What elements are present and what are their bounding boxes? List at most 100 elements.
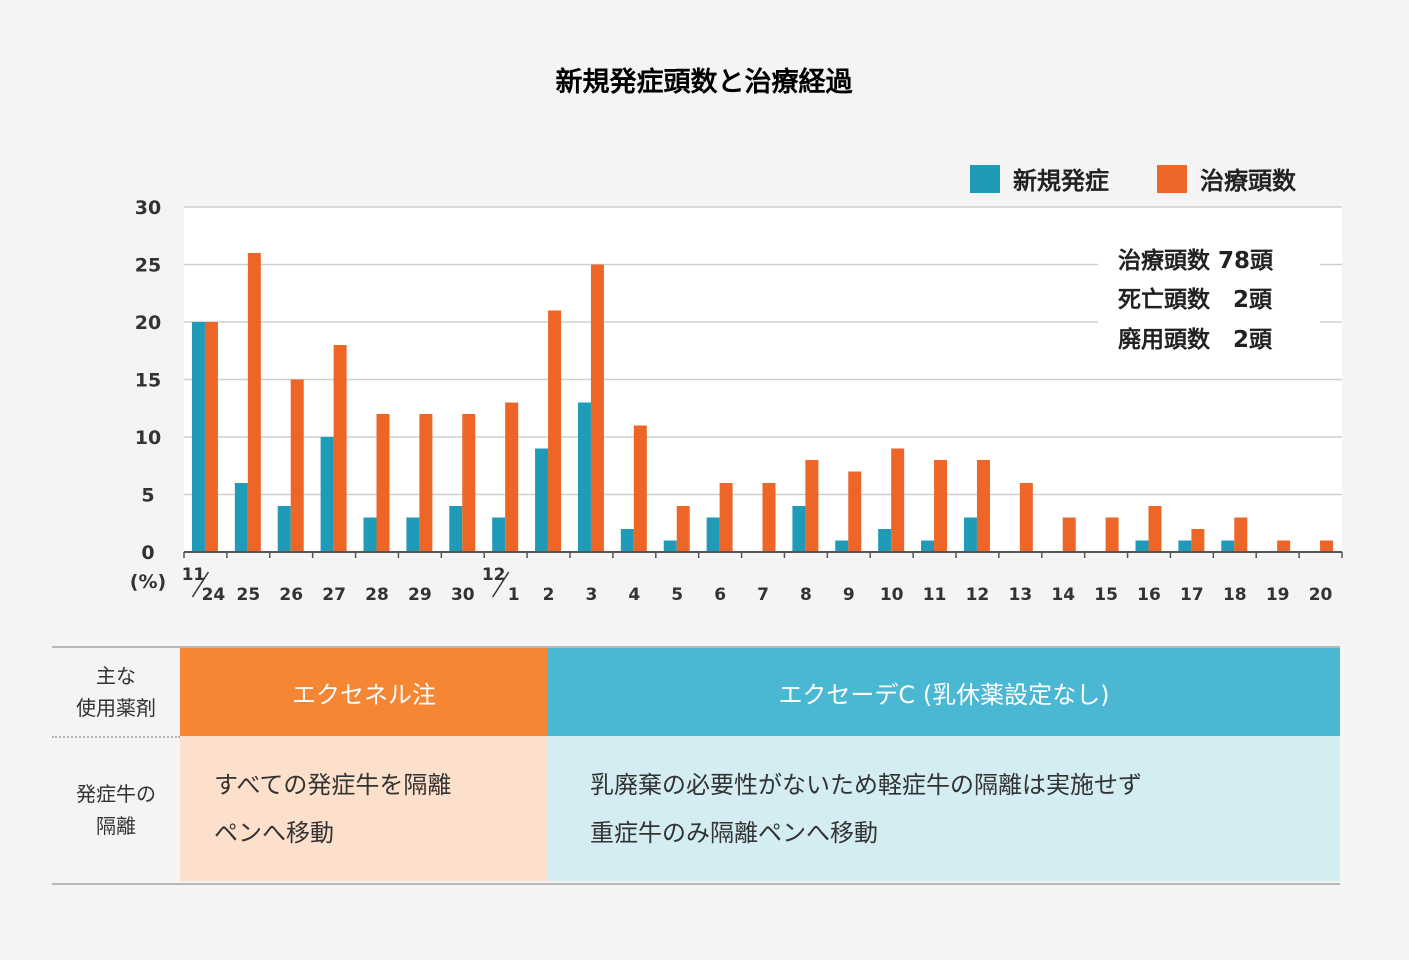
- legend: 新規発症 治療頭数: [970, 165, 1297, 195]
- bar-new-17: [921, 540, 935, 552]
- legend-swatch-treated: [1157, 165, 1187, 193]
- x-tick-label-6: 30: [451, 585, 475, 605]
- bar-new-15: [835, 540, 849, 552]
- bar-new-11: [663, 540, 677, 552]
- bar-treated-9: [590, 264, 604, 552]
- y-axis: 0 5 10 15 20 25 30: [135, 197, 161, 564]
- bar-treated-18: [976, 460, 990, 552]
- bar-new-3: [320, 437, 334, 552]
- bar-treated-20: [1062, 517, 1076, 552]
- x-tick-month-0: 11: [182, 565, 206, 585]
- x-tick-label-18: 12: [966, 585, 990, 605]
- x-tick-label-15: 9: [843, 585, 855, 605]
- legend-label-treated: 治療頭数: [1200, 167, 1297, 195]
- bar-new-4: [363, 517, 377, 552]
- row-header-drug: 主な 使用薬剤: [52, 648, 180, 736]
- bar-new-18: [963, 517, 977, 552]
- x-tick-label-17: 11: [923, 585, 947, 605]
- bar-new-12: [706, 517, 720, 552]
- stat-deaths: 死亡頭数 2頭: [1118, 286, 1273, 313]
- row-header-isolation-line1: 発症牛の: [76, 781, 156, 806]
- bar-new-16: [878, 529, 892, 552]
- x-tick-label-3: 27: [322, 585, 346, 605]
- x-tick-label-12: 6: [714, 585, 726, 605]
- bar-treated-8: [548, 310, 562, 552]
- x-tick-label-9: 3: [586, 585, 598, 605]
- y-tick-label-0: 0: [141, 542, 154, 564]
- y-tick-label-15: 15: [135, 370, 161, 392]
- bar-treated-5: [419, 414, 433, 552]
- x-tick-label-26: 20: [1309, 585, 1333, 605]
- bar-treated-1: [247, 253, 261, 552]
- bar-treated-24: [1234, 517, 1248, 552]
- treatment-table: 主な 使用薬剤 発症牛の 隔離 エクセネル注 エクセーデC (乳休薬設定なし) …: [52, 646, 1340, 885]
- x-tick-label-25: 19: [1266, 585, 1290, 605]
- bar-treated-26: [1320, 540, 1334, 552]
- bar-new-7: [492, 517, 506, 552]
- x-tick-label-7: 1: [508, 585, 520, 605]
- isolation-cell-exenel: すべての発症牛を隔離 ペンへ移動: [180, 736, 548, 881]
- bar-treated-11: [676, 506, 690, 552]
- bar-treated-17: [934, 460, 948, 552]
- bar-new-2: [277, 506, 291, 552]
- bar-treated-21: [1105, 517, 1119, 552]
- x-tick-label-11: 5: [671, 585, 683, 605]
- bar-new-24: [1221, 540, 1235, 552]
- bar-treated-12: [719, 483, 733, 552]
- x-tick-label-20: 14: [1051, 585, 1075, 605]
- y-axis-unit: (%): [130, 571, 166, 593]
- bars: [191, 253, 1334, 552]
- x-tick-label-22: 16: [1137, 585, 1161, 605]
- chart-title: 新規発症頭数と治療経過: [556, 66, 854, 98]
- row-header-drug-line1: 主な: [96, 664, 136, 688]
- bar-treated-6: [462, 414, 476, 552]
- bar-treated-4: [376, 414, 390, 552]
- bar-treated-19: [1019, 483, 1033, 552]
- bar-new-10: [620, 529, 634, 552]
- y-tick-label-25: 25: [135, 255, 161, 277]
- bar-new-5: [406, 517, 420, 552]
- x-tick-label-16: 10: [880, 585, 904, 605]
- x-tick-label-2: 26: [279, 585, 303, 605]
- y-tick-label-30: 30: [135, 197, 161, 219]
- bar-new-0: [191, 322, 205, 552]
- x-tick-label-21: 15: [1094, 585, 1118, 605]
- x-tick-label-4: 28: [365, 585, 389, 605]
- x-tick-month-7: 12: [482, 565, 506, 585]
- drug-name-exenel: エクセネル注: [292, 680, 436, 709]
- y-tick-label-20: 20: [135, 312, 161, 334]
- isolation-text-excede-line1: 乳廃棄の必要性がないため軽症牛の隔離は実施せず: [590, 770, 1142, 799]
- bar-new-6: [449, 506, 463, 552]
- y-tick-label-5: 5: [141, 485, 154, 507]
- x-tick-label-1: 25: [236, 585, 260, 605]
- x-tick-label-10: 4: [628, 585, 640, 605]
- bar-new-1: [234, 483, 248, 552]
- drug-cell-exenel: エクセネル注: [180, 648, 548, 736]
- isolation-text-exenel-line1: すべての発症牛を隔離: [214, 770, 452, 799]
- legend-swatch-new: [970, 165, 1000, 193]
- bar-new-23: [1178, 540, 1192, 552]
- bar-treated-14: [805, 460, 819, 552]
- bar-treated-15: [848, 471, 862, 552]
- bar-treated-7: [505, 402, 519, 552]
- bar-treated-22: [1148, 506, 1162, 552]
- row-header-isolation: 発症牛の 隔離: [52, 738, 180, 881]
- stat-treated-total: 治療頭数 78頭: [1118, 247, 1274, 274]
- bar-treated-25: [1277, 540, 1291, 552]
- x-tick-label-24: 18: [1223, 585, 1247, 605]
- x-tick-label-8: 2: [543, 585, 555, 605]
- drug-cell-excede: エクセーデC (乳休薬設定なし): [548, 648, 1340, 736]
- bar-treated-0: [204, 322, 218, 552]
- x-tick-label-5: 29: [408, 585, 432, 605]
- isolation-text-exenel-line2: ペンへ移動: [214, 818, 334, 847]
- bar-treated-13: [762, 483, 776, 552]
- y-tick-label-10: 10: [135, 427, 161, 449]
- row-header-drug-line2: 使用薬剤: [76, 696, 156, 720]
- row-header-isolation-line2: 隔離: [96, 813, 136, 838]
- bar-new-8: [535, 448, 549, 552]
- bar-treated-16: [891, 448, 905, 552]
- x-tick-label-0: 24: [202, 585, 226, 605]
- x-tick-slash-0: [191, 571, 210, 598]
